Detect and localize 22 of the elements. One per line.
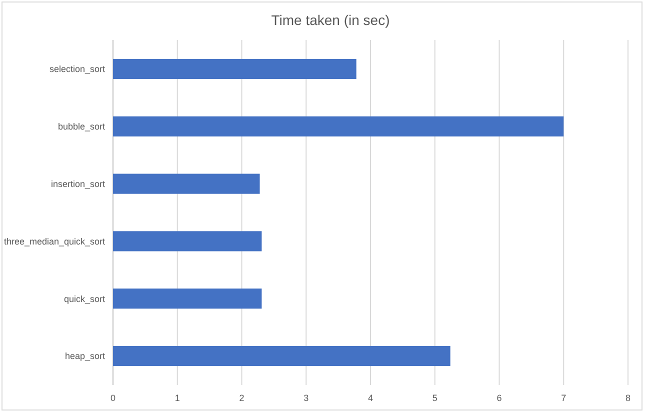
x-tick-label: 0 bbox=[110, 393, 116, 403]
bar bbox=[113, 288, 262, 309]
x-tick-label: 8 bbox=[625, 393, 631, 403]
y-tick-label: three_median_quick_sort bbox=[4, 236, 106, 246]
x-tick-label: 6 bbox=[496, 393, 502, 403]
bar bbox=[113, 116, 564, 136]
bar bbox=[113, 174, 260, 194]
y-tick-label: quick_sort bbox=[64, 294, 106, 304]
x-tick-label: 4 bbox=[368, 393, 374, 403]
chart-title: Time taken (in sec) bbox=[271, 12, 390, 28]
y-tick-label: insertion_sort bbox=[50, 178, 106, 189]
y-tick-label: selection_sort bbox=[49, 64, 106, 74]
x-tick-label: 2 bbox=[239, 393, 244, 403]
x-tick-label: 1 bbox=[174, 393, 180, 403]
x-tick-label: 3 bbox=[304, 393, 309, 403]
x-tick-label: 5 bbox=[432, 393, 438, 403]
bar bbox=[113, 231, 262, 252]
y-tick-label: heap_sort bbox=[64, 351, 106, 362]
x-tick-label: 7 bbox=[561, 393, 566, 403]
y-tick-label: bubble_sort bbox=[58, 122, 106, 132]
bar bbox=[113, 58, 356, 80]
bar bbox=[113, 346, 450, 366]
